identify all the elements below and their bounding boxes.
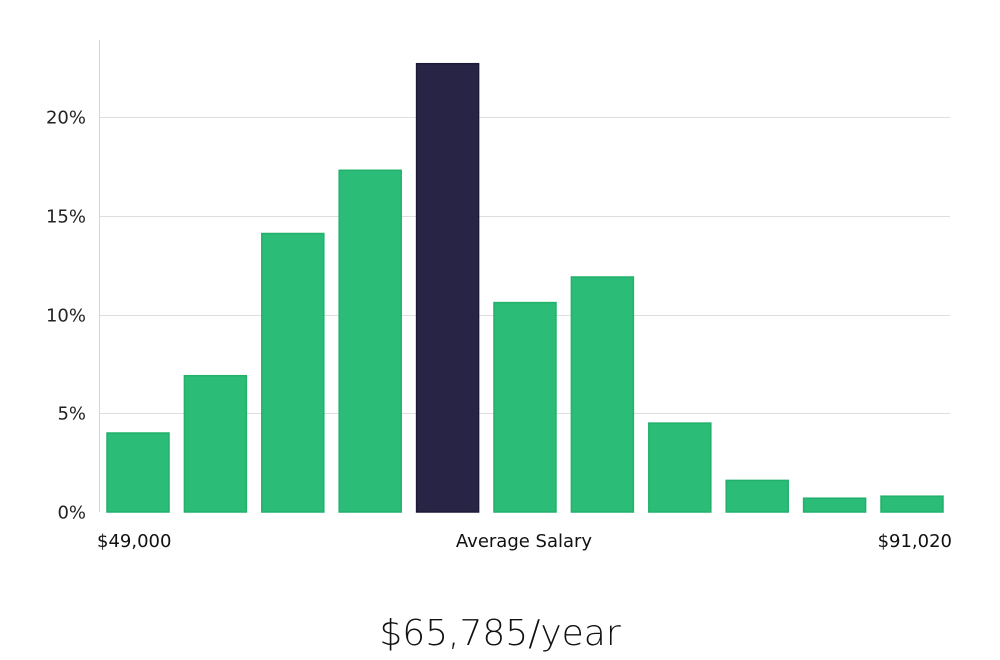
bar: [802, 497, 867, 513]
bar: [648, 422, 712, 513]
bar: [880, 495, 944, 513]
y-tick-label: 5%: [57, 404, 86, 425]
y-tick-label: 20%: [46, 108, 86, 129]
bar-average-salary: [415, 62, 480, 513]
bar: [570, 276, 635, 513]
bars: [106, 62, 944, 513]
bar: [106, 432, 170, 513]
y-tick-label: 10%: [46, 306, 86, 327]
average-salary-value: $65,785/year: [379, 613, 621, 654]
bar: [338, 169, 402, 513]
bar: [183, 374, 248, 513]
x-axis-labels: $49,000 Average Salary $91,020: [97, 531, 952, 552]
salary-distribution-chart: 0% 5% 10% 15% 20% $49,000 Average Salary $91…: [46, 40, 952, 552]
bar: [493, 301, 557, 513]
bar: [725, 479, 789, 513]
bar: [261, 232, 325, 513]
y-tick-label: 15%: [46, 207, 86, 228]
x-label-min: $49,000: [97, 531, 171, 552]
y-tick-label: 0%: [57, 503, 86, 524]
x-label-center: Average Salary: [456, 531, 593, 552]
x-label-max: $91,020: [878, 531, 952, 552]
y-axis-ticks: 0% 5% 10% 15% 20%: [46, 108, 86, 524]
